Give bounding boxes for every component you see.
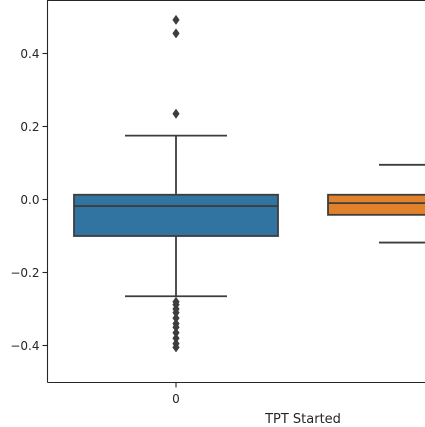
x-axis-label: TPT Started [264, 412, 341, 427]
axes [46, 0, 425, 384]
y-tick-label-1: 0.2 [20, 120, 39, 134]
plot-area [73, 14, 425, 353]
outlier-point-0-13 [172, 342, 180, 353]
outlier-point-0-9 [172, 322, 180, 333]
outlier-point-0-2 [172, 108, 180, 119]
y-axis-ticks: 0.4 0.2 0.0 −0.2 −0.4 [10, 47, 48, 353]
x-tick-label-0: 0 [172, 392, 180, 406]
box-1 [327, 193, 425, 216]
outlier-point-0-6 [172, 307, 180, 318]
outlier-point-0-10 [172, 327, 180, 338]
outlier-point-0-7 [172, 313, 180, 324]
outlier-point-0-1 [172, 28, 180, 39]
box-0 [73, 193, 279, 237]
outlier-point-0-11 [172, 333, 180, 344]
x-axis-ticks: 0 [172, 382, 180, 406]
y-tick-label-2: 0.0 [20, 193, 39, 207]
outlier-point-0-0 [172, 14, 180, 25]
y-tick-label-3: −0.2 [10, 266, 39, 280]
y-tick-label-4: −0.4 [10, 339, 39, 353]
box-group [73, 14, 425, 353]
y-tick-label-0: 0.4 [20, 47, 39, 61]
